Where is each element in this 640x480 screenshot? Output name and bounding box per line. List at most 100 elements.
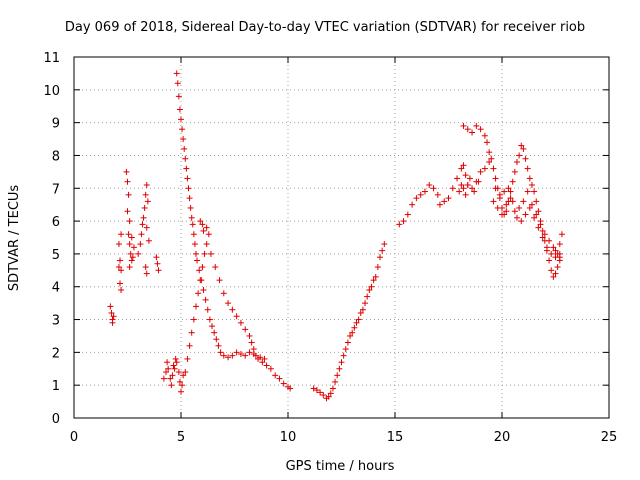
data-point xyxy=(115,241,122,248)
data-point xyxy=(458,181,465,188)
data-point xyxy=(546,237,553,244)
data-point xyxy=(475,178,482,185)
data-point xyxy=(107,303,114,310)
data-point xyxy=(115,264,122,271)
data-point xyxy=(229,352,236,359)
data-point xyxy=(481,132,488,139)
data-point xyxy=(200,227,207,234)
data-point xyxy=(372,273,379,280)
data-point xyxy=(484,139,491,146)
data-point xyxy=(552,247,559,254)
data-point xyxy=(509,198,516,205)
data-point xyxy=(175,93,182,100)
data-point xyxy=(507,188,514,195)
data-point xyxy=(518,218,525,225)
data-point xyxy=(118,231,125,238)
data-point xyxy=(477,126,484,133)
data-point xyxy=(220,352,227,359)
data-point xyxy=(206,316,213,323)
data-point xyxy=(332,378,339,385)
data-point xyxy=(522,155,529,162)
y-tick-label: 7 xyxy=(52,182,60,197)
data-point xyxy=(179,126,186,133)
data-point xyxy=(552,254,559,261)
data-point xyxy=(520,145,527,152)
y-tick-label: 11 xyxy=(43,51,60,66)
data-point xyxy=(128,234,135,241)
data-point xyxy=(366,287,373,294)
data-point xyxy=(180,136,187,143)
data-point xyxy=(460,122,467,129)
data-point xyxy=(404,211,411,218)
data-point xyxy=(205,231,212,238)
data-point xyxy=(535,208,542,215)
data-point xyxy=(182,155,189,162)
data-point xyxy=(526,204,533,211)
data-point xyxy=(160,375,167,382)
data-point xyxy=(190,231,197,238)
data-point xyxy=(421,188,428,195)
data-point xyxy=(481,165,488,172)
data-point xyxy=(216,277,223,284)
data-point xyxy=(126,241,133,248)
data-point xyxy=(550,244,557,251)
data-point xyxy=(537,221,544,228)
data-point xyxy=(128,257,135,264)
y-tick-label: 5 xyxy=(52,248,60,263)
data-point xyxy=(355,316,362,323)
data-point xyxy=(558,231,565,238)
data-point xyxy=(144,198,151,205)
chart-title: Day 069 of 2018, Sidereal Day-to-day VTE… xyxy=(65,20,585,35)
data-point xyxy=(211,329,218,336)
y-tick-label: 9 xyxy=(52,117,60,132)
data-point xyxy=(126,264,133,271)
data-point xyxy=(533,198,540,205)
data-point xyxy=(449,185,456,192)
data-point xyxy=(469,185,476,192)
data-point xyxy=(139,221,146,228)
data-point xyxy=(400,218,407,225)
y-tick-label: 0 xyxy=(52,412,60,427)
data-point xyxy=(175,369,182,376)
data-point xyxy=(503,208,510,215)
data-point xyxy=(124,208,131,215)
y-axis-label: SDTVAR / TECUs xyxy=(7,185,22,292)
data-point xyxy=(287,385,294,392)
data-point xyxy=(546,257,553,264)
data-point xyxy=(154,260,161,267)
data-point xyxy=(167,375,174,382)
data-point xyxy=(130,244,137,251)
data-point xyxy=(202,296,209,303)
data-point xyxy=(217,349,224,356)
y-tick-label: 4 xyxy=(52,281,60,296)
data-point xyxy=(344,339,351,346)
data-point xyxy=(329,385,336,392)
data-point xyxy=(511,168,518,175)
data-point xyxy=(257,354,264,361)
data-point xyxy=(168,382,175,389)
data-point xyxy=(554,264,561,271)
data-point xyxy=(199,221,206,228)
data-point xyxy=(135,250,142,257)
data-point xyxy=(458,165,465,172)
data-point xyxy=(362,300,369,307)
data-point xyxy=(186,195,193,202)
data-point xyxy=(242,326,249,333)
data-point xyxy=(511,208,518,215)
data-point xyxy=(141,204,148,211)
data-point xyxy=(492,185,499,192)
x-tick-label: 15 xyxy=(387,430,404,445)
data-point xyxy=(556,250,563,257)
data-point xyxy=(233,313,240,320)
data-point xyxy=(169,372,176,379)
data-point xyxy=(528,181,535,188)
data-point xyxy=(320,392,327,399)
data-points xyxy=(107,70,565,402)
data-point xyxy=(535,224,542,231)
data-point xyxy=(173,70,180,77)
data-point xyxy=(215,342,222,349)
data-point xyxy=(137,241,144,248)
data-point xyxy=(197,218,204,225)
data-point xyxy=(524,188,531,195)
data-point xyxy=(272,372,279,379)
